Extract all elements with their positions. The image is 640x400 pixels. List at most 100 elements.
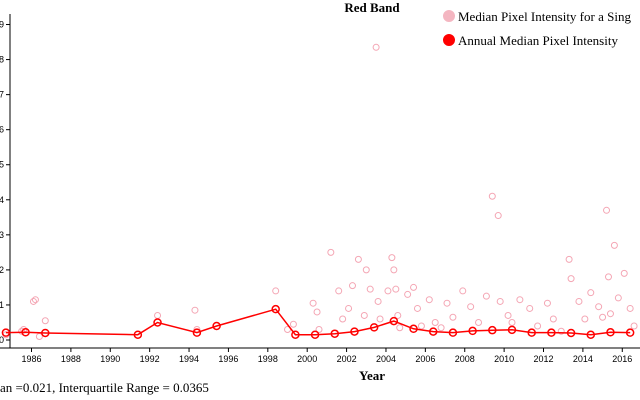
annual-median-point	[547, 328, 556, 337]
x-axis-title: Year	[359, 368, 385, 383]
x-tick-label: 1986	[21, 354, 41, 364]
single-median-point	[396, 324, 404, 332]
annual-median-point	[291, 330, 300, 339]
annual-median-point	[428, 327, 438, 336]
single-median-point	[348, 282, 356, 290]
x-tick-label: 2010	[494, 354, 514, 364]
annual-median-point	[606, 328, 615, 337]
x-tick-label: 2006	[415, 354, 435, 364]
single-median-point	[437, 324, 445, 332]
annual-median-point	[625, 328, 635, 337]
annual-median-point	[586, 330, 596, 339]
y-tick-label: 5	[0, 160, 4, 170]
single-median-point	[581, 315, 589, 323]
y-tick-label: 7	[0, 90, 4, 100]
annual-median-point	[133, 330, 143, 339]
legend-marker-annual-median	[443, 34, 455, 46]
single-median-point	[494, 212, 502, 220]
single-median-points	[2, 43, 638, 340]
x-tick-label: 2002	[337, 354, 357, 364]
single-median-point	[475, 318, 483, 326]
legend-label-single-median: Median Pixel Intensity for a Sing	[458, 9, 631, 24]
single-median-point	[599, 313, 607, 321]
single-median-point	[587, 289, 595, 297]
x-tick-label: 1990	[100, 354, 120, 364]
single-median-point	[384, 287, 392, 295]
single-median-point	[603, 206, 611, 214]
single-median-point	[366, 285, 374, 293]
single-median-point	[392, 285, 400, 293]
y-axis: 0 1 2 3 4 5 6 7 8 9	[0, 14, 11, 348]
y-tick-label: 2	[0, 265, 4, 275]
single-median-point	[362, 266, 370, 274]
x-tick-label: 2008	[455, 354, 475, 364]
x-tick-label: 2000	[297, 354, 317, 364]
y-tick-label: 9	[0, 20, 4, 30]
annual-median-point	[21, 328, 30, 337]
annual-median-points	[1, 304, 635, 339]
single-median-point	[626, 304, 634, 312]
y-tick-label: 3	[0, 230, 4, 240]
y-tick-label: 1	[0, 300, 4, 310]
single-median-point	[549, 315, 557, 323]
single-median-point	[29, 297, 37, 305]
x-tick-label: 2012	[533, 354, 553, 364]
annual-median-line	[5, 308, 631, 336]
single-median-point	[543, 299, 551, 307]
single-median-point	[604, 273, 612, 281]
y-tick-label: 6	[0, 125, 4, 135]
annual-median-point	[153, 318, 162, 327]
single-median-point	[425, 296, 433, 304]
single-median-point	[313, 308, 321, 316]
annual-median-point	[192, 328, 202, 337]
chart-title: Red Band	[344, 0, 400, 15]
single-median-point	[449, 313, 457, 321]
single-median-point	[488, 192, 496, 200]
x-tick-label: 1994	[179, 354, 199, 364]
annual-median-point	[212, 321, 221, 331]
single-median-point	[404, 290, 412, 298]
single-median-point	[614, 294, 622, 302]
single-median-point	[516, 296, 524, 304]
single-median-point	[345, 304, 353, 312]
single-median-point	[496, 297, 504, 305]
single-median-point	[360, 311, 368, 319]
single-median-point	[575, 297, 583, 305]
footer-stats-text: an =0.021, Interquartile Range = 0.0365	[0, 380, 209, 395]
annual-median-point	[527, 328, 536, 337]
annual-median-point	[41, 328, 50, 338]
single-median-point	[620, 269, 628, 277]
single-median-point	[431, 318, 439, 326]
annual-median-point	[566, 328, 576, 338]
single-median-point	[413, 304, 421, 312]
annual-median-point	[310, 330, 320, 339]
annual-median-point	[389, 316, 399, 326]
annual-median-point	[330, 329, 340, 338]
y-tick-label: 0	[0, 335, 4, 345]
annual-median-point	[350, 327, 359, 336]
x-tick-label: 1998	[258, 354, 278, 364]
x-axis: 1986 1988 1990 1992 1994 1996 1998 2000 2002 2004…	[0, 347, 640, 364]
single-median-point	[191, 306, 199, 314]
annual-median-point	[409, 324, 418, 334]
single-median-point	[508, 318, 516, 326]
single-median-point	[41, 317, 49, 325]
annual-median-point	[468, 326, 477, 336]
single-median-point	[567, 275, 575, 283]
single-median-point	[565, 255, 573, 263]
single-median-point	[309, 299, 317, 307]
single-median-point	[417, 322, 425, 330]
single-median-point	[394, 311, 402, 319]
single-median-point	[388, 254, 396, 262]
single-median-point	[31, 296, 39, 304]
single-median-point	[289, 320, 297, 328]
single-median-point	[374, 297, 382, 305]
legend: Median Pixel Intensity for a Sing Annual…	[443, 9, 631, 48]
single-median-point	[443, 299, 451, 307]
single-median-point	[390, 266, 398, 274]
single-median-point	[339, 315, 347, 323]
single-median-point	[606, 310, 614, 318]
y-tick-label: 8	[0, 55, 4, 65]
single-median-point	[354, 255, 362, 263]
